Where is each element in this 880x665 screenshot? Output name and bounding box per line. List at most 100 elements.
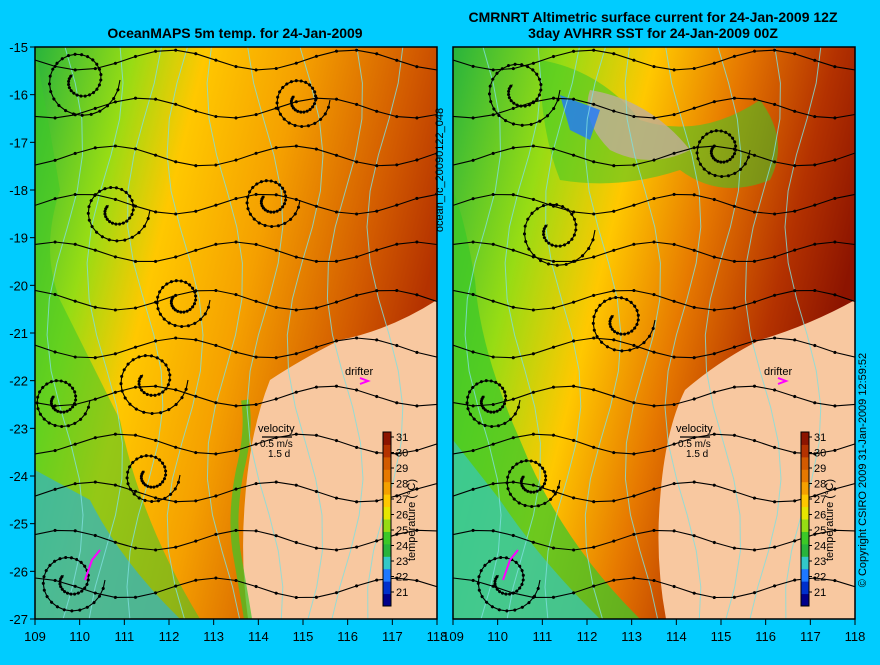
colorbar-tick-label: 27 [814,494,826,506]
colorbar-tick-label: 30 [396,448,408,460]
left-drifter-track [84,549,101,581]
colorbar-tick-label: 28 [396,479,408,491]
x-tick-label: 115 [711,629,732,644]
colorbar-label: temperature (°C) [824,479,836,561]
colorbar-swatch [801,481,809,495]
colorbar-tick-label: 23 [814,556,826,568]
x-tick-label: 109 [24,629,46,644]
colorbar-swatch [383,469,391,483]
colorbar-swatch [801,494,809,508]
y-tick-label: -16 [9,88,28,103]
left-contours [46,47,404,619]
colorbar-frame [800,431,810,607]
x-tick-label: 114 [248,629,269,644]
streamline [453,144,855,168]
streamline [35,480,437,504]
right-velocity-time: 1.5 d [686,449,708,460]
colorbar-tick-label: 31 [814,432,826,444]
streamline [453,432,855,456]
y-tick-label: -23 [9,421,28,436]
x-tick-label: 116 [755,629,776,644]
left-x-axis: 109 110 111 112 113 114 115 116 117 118 [24,619,447,644]
left-cool-water [35,47,200,619]
isotherm-contour [166,47,204,619]
left-drifter-marker [359,377,371,385]
colorbar-tick-label: 31 [396,432,408,444]
streamline [505,459,561,509]
colorbar-swatch [383,556,391,570]
isotherm-contour [366,47,404,619]
colorbar-tick-label: 27 [396,494,408,506]
colorbar-swatch [801,581,809,595]
streamline [155,279,211,329]
right-drifter-track [502,549,519,581]
colorbar-tick-label: 26 [396,510,408,522]
streamline [476,555,541,613]
colorbar-tick-label: 23 [396,556,408,568]
right-panel-title-line1: CMRNRT Altimetric surface current for 24… [468,9,837,25]
colorbar-swatch [383,432,391,445]
colorbar-swatch [383,543,391,557]
streamline [35,144,437,168]
isotherm-contour [86,47,124,619]
streamline [35,384,437,408]
isotherm-contour [504,47,542,619]
colorbar-swatch [801,556,809,570]
colorbar-tick-label: 24 [814,541,826,553]
right-velocity-key: velocity 0.5 m/s 1.5 d [676,423,713,460]
colorbar-swatch [383,593,391,607]
colorbar-swatch [801,519,809,532]
y-tick-label: -25 [9,517,28,532]
left-velocity-scale: 0.5 m/s [260,439,293,450]
y-tick-label: -19 [9,231,28,246]
colorbar-swatch [383,506,391,520]
left-velocity-time: 1.5 d [268,449,290,460]
streamline [47,52,121,117]
isotherm-contour [126,47,164,619]
colorbar-label: temperature (°C) [406,479,418,561]
colorbar-swatch [383,531,391,545]
right-panel-title-line2: 3day AVHRR SST for 24-Jan-2009 00Z [528,25,778,41]
colorbar-tick-label: 25 [396,525,408,537]
colorbar-swatch [383,581,391,595]
colorbar-swatch [801,593,809,607]
colorbar-tick-label: 24 [396,541,408,553]
streamline [35,336,437,360]
colorbar-swatch [383,519,391,532]
colorbar-tick-label: 21 [396,587,408,599]
right-map-frame [452,46,856,620]
colorbar-swatch [383,494,391,508]
isotherm-contour [46,47,84,619]
streamline [695,129,751,179]
x-tick-label: 110 [487,629,508,644]
y-tick-label: -15 [9,40,28,55]
isotherm-contour [744,47,782,619]
isotherm-contour [544,47,582,619]
streamline [35,240,437,263]
x-tick-label: 111 [114,629,134,644]
streamline [453,192,855,216]
left-map-panel: OceanMAPS 5m temp. for 24-Jan-2009 ocean… [9,25,447,644]
streamline [245,179,301,229]
colorbar-swatch [801,543,809,557]
isotherm-contour [664,47,702,619]
colorbar-swatch [801,568,809,582]
streamline [453,240,855,263]
streamline [35,528,437,552]
y-tick-label: -21 [9,326,28,341]
y-tick-label: -20 [9,278,28,293]
streamline [119,354,189,416]
x-tick-label: 117 [382,629,403,644]
x-tick-label: 112 [159,629,180,644]
streamline [487,62,561,127]
x-tick-label: 118 [427,629,448,644]
streamline [125,454,181,504]
colorbar-swatch [383,568,391,582]
colorbar-swatch [801,456,809,470]
y-tick-label: -27 [9,612,28,627]
right-drifter-label: drifter [764,366,792,378]
colorbar-tick-label: 25 [814,525,826,537]
isotherm-contour [784,47,822,619]
